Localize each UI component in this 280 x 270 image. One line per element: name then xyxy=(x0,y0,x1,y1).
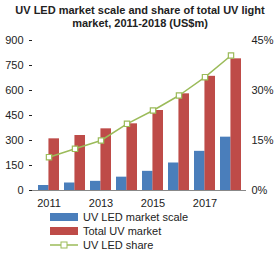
svg-text:2011: 2011 xyxy=(37,197,61,209)
html-text:Total UV market: Total UV market xyxy=(83,225,162,237)
svg-text:0: 0 xyxy=(17,184,23,196)
svg-text:750: 750 xyxy=(5,59,23,71)
html-text:UV LED market scale: UV LED market scale xyxy=(83,211,189,223)
svg-text:30%: 30% xyxy=(252,84,274,96)
svg-text:900: 900 xyxy=(5,34,23,46)
svg-text:2017: 2017 xyxy=(193,197,217,209)
svg-text:600: 600 xyxy=(5,84,23,96)
svg-text:15%: 15% xyxy=(252,134,274,146)
svg-text:450: 450 xyxy=(5,109,23,121)
svg-text:0%: 0% xyxy=(252,184,268,196)
svg-text:150: 150 xyxy=(5,159,23,171)
svg-text:45%: 45% xyxy=(252,34,274,46)
svg-text:2015: 2015 xyxy=(141,197,165,209)
html-text:UV LED share: UV LED share xyxy=(83,239,154,251)
svg-text:300: 300 xyxy=(5,134,23,146)
svg-text:2013: 2013 xyxy=(89,197,113,209)
html-text:UV LED market scale and share: UV LED market scale and share of total U… xyxy=(15,4,265,29)
